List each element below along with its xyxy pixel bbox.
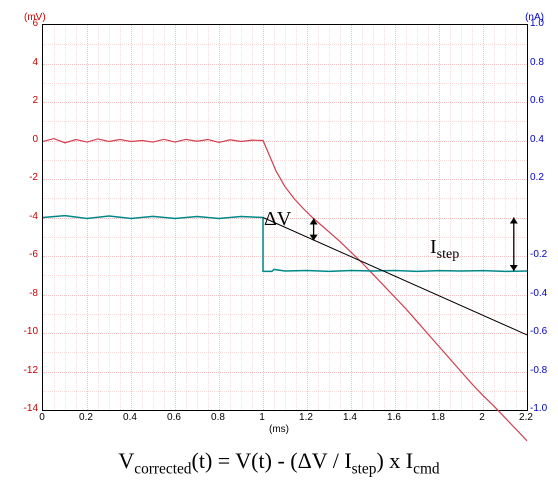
y-left-tick-label: -2	[29, 173, 38, 183]
x-tick-label: 0.6	[167, 413, 181, 423]
y-right-tick-label: -0.8	[530, 366, 547, 376]
y-left-tick-label: -4	[29, 212, 38, 222]
x-tick-label: 1	[259, 413, 265, 423]
y-right-tick-label: -0.4	[530, 289, 547, 299]
x-tick-label: 1.8	[431, 413, 445, 423]
formula-caption: Vcorrected(t) = V(t) - (ΔV / Istep) x Ic…	[10, 448, 548, 478]
x-tick-label: 1.4	[343, 413, 357, 423]
y-right-tick-label: -1.0	[530, 404, 547, 414]
y-left-tick-label: -8	[29, 289, 38, 299]
annotation-deltaV: ΔV	[264, 208, 291, 231]
y-left-tick-label: 2	[32, 96, 38, 106]
x-tick-label: 1.6	[387, 413, 401, 423]
x-tick-label: 1.2	[299, 413, 313, 423]
x-tick-label: 2	[479, 413, 485, 423]
y-right-tick-label: 1.0	[530, 19, 544, 29]
y-right-tick-label: 0.8	[530, 58, 544, 68]
x-tick-label: 0.8	[211, 413, 225, 423]
y-right-tick-label: -0.6	[530, 327, 547, 337]
y-left-tick-label: 6	[32, 19, 38, 29]
x-axis-title: (ms)	[269, 424, 289, 435]
x-tick-label: 0.4	[123, 413, 137, 423]
arrow-Istep	[510, 218, 518, 272]
figure-container: (mV) (nA) (ms) 00.20.40.60.811.21.41.61.…	[10, 10, 548, 494]
x-tick-label: 2.2	[519, 413, 533, 423]
arrow-deltaV	[310, 218, 318, 240]
y-right-tick-label: -0.2	[530, 250, 547, 260]
y-left-tick-label: -14	[24, 404, 38, 414]
y-left-tick-label: -6	[29, 250, 38, 260]
chart: (mV) (nA) (ms) 00.20.40.60.811.21.41.61.…	[10, 10, 548, 440]
y-right-tick-label: 0.2	[530, 173, 544, 183]
y-right-tick-label: 0.6	[530, 96, 544, 106]
y-right-tick-label: 0.4	[530, 135, 544, 145]
y-left-tick-label: 0	[32, 135, 38, 145]
x-tick-label: 0	[39, 413, 45, 423]
y-left-tick-label: 4	[32, 58, 38, 68]
annotation-Istep: Istep	[430, 236, 459, 263]
y-left-tick-label: -10	[24, 327, 38, 337]
y-left-tick-label: -12	[24, 366, 38, 376]
x-tick-label: 0.2	[79, 413, 93, 423]
